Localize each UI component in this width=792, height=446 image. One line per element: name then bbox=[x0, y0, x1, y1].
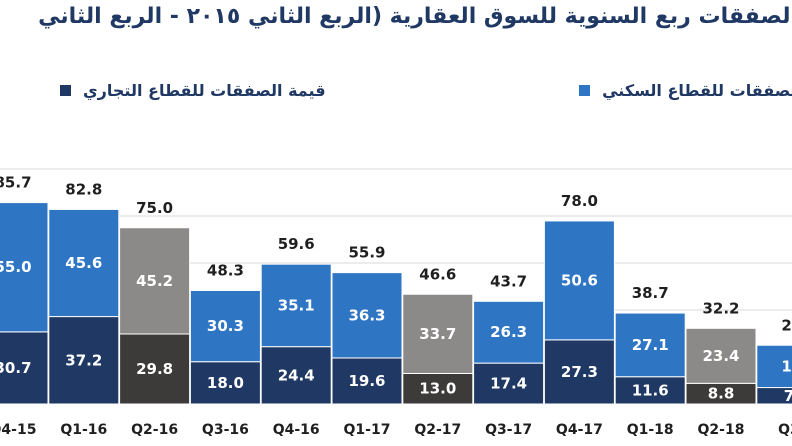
data-label-commercial: 29.8 bbox=[136, 360, 173, 378]
x-tick-label: Q2-17 bbox=[414, 422, 461, 438]
data-label-residential: 23.4 bbox=[702, 347, 739, 365]
bar-residential bbox=[189, 289, 261, 363]
bar-commercial bbox=[402, 372, 474, 405]
bar-residential bbox=[543, 220, 615, 341]
data-label-residential: 36.3 bbox=[348, 306, 385, 324]
legend-commercial: قيمة الصفقات للقطاع التجاري bbox=[60, 78, 326, 102]
bar-commercial bbox=[119, 333, 191, 405]
x-tick-label: Q1-16 bbox=[60, 422, 107, 438]
data-label-residential: 45.6 bbox=[65, 254, 102, 272]
data-label-commercial: 8.8 bbox=[708, 385, 735, 403]
bar-residential bbox=[0, 202, 49, 333]
data-label-commercial: 7. bbox=[784, 387, 792, 405]
data-label-total: 78.0 bbox=[561, 192, 598, 210]
data-label-residential: 27.1 bbox=[632, 336, 669, 354]
data-label-total: 85.7 bbox=[0, 174, 32, 192]
data-label-total: 82.8 bbox=[65, 180, 102, 198]
data-label-total: 43.7 bbox=[490, 272, 527, 290]
data-label-residential: 35.1 bbox=[278, 296, 315, 314]
x-tick-label: Q3- bbox=[778, 422, 792, 438]
bar-commercial bbox=[331, 357, 403, 405]
bar-residential bbox=[260, 263, 332, 348]
x-tick-label: Q4-16 bbox=[273, 422, 320, 438]
legend-residential-label: الصفقات للقطاع السكني bbox=[602, 80, 792, 100]
data-label-total: 32.2 bbox=[702, 299, 739, 317]
bar-residential bbox=[473, 300, 545, 364]
chart-title: الصفقات ربع السنوية للسوق العقارية (الرب… bbox=[38, 4, 792, 29]
data-label-commercial: 11.6 bbox=[632, 381, 669, 399]
data-label-commercial: 30.7 bbox=[0, 359, 32, 377]
x-tick-label: Q3-16 bbox=[202, 422, 249, 438]
legend-residential-swatch bbox=[579, 84, 591, 96]
x-tick-label: Q1-18 bbox=[627, 422, 674, 438]
bar-commercial bbox=[48, 316, 120, 405]
data-label-commercial: 27.3 bbox=[561, 363, 598, 381]
data-label-total: 59.6 bbox=[278, 235, 315, 253]
bar-residential bbox=[48, 208, 120, 318]
x-tick-label: Q2-16 bbox=[131, 422, 178, 438]
bar-residential bbox=[614, 312, 686, 378]
bar-commercial bbox=[473, 362, 545, 405]
legend-commercial-swatch bbox=[60, 84, 71, 96]
legend-residential: الصفقات للقطاع السكني bbox=[579, 78, 792, 102]
data-label-residential: 50.6 bbox=[561, 271, 598, 289]
legend-commercial-label: قيمة الصفقات للقطاع التجاري bbox=[83, 80, 326, 100]
data-label-total: 38.7 bbox=[632, 284, 669, 302]
data-label-commercial: 13.0 bbox=[419, 380, 456, 398]
data-label-residential: 33.7 bbox=[419, 325, 456, 343]
x-tick-label: Q1-17 bbox=[344, 422, 391, 438]
bar-commercial bbox=[614, 376, 686, 405]
x-tick-label: Q3-17 bbox=[485, 422, 532, 438]
data-label-total: 48.3 bbox=[207, 261, 244, 279]
bar-commercial bbox=[189, 361, 261, 405]
data-label-residential: 30.3 bbox=[207, 317, 244, 335]
data-label-total: 75.0 bbox=[136, 199, 173, 217]
data-label-commercial: 24.4 bbox=[278, 366, 315, 384]
x-tick-label: Q4-17 bbox=[556, 422, 603, 438]
data-label-total: 46.6 bbox=[419, 265, 456, 283]
bar-commercial bbox=[543, 339, 615, 405]
bar-residential bbox=[119, 227, 191, 335]
bar-commercial bbox=[260, 346, 332, 405]
data-label-commercial: 19.6 bbox=[348, 372, 385, 390]
bar-residential bbox=[331, 272, 403, 359]
bar-commercial bbox=[0, 331, 49, 405]
data-label-total: 55.9 bbox=[348, 244, 385, 262]
data-label-commercial: 18.0 bbox=[207, 374, 244, 392]
x-tick-label: Q4-15 bbox=[0, 422, 36, 438]
bar-residential bbox=[685, 327, 757, 384]
data-label-commercial: 37.2 bbox=[65, 351, 102, 369]
data-label-residential: 18 bbox=[781, 357, 792, 375]
x-tick-label: Q2-18 bbox=[698, 422, 745, 438]
data-label-residential: 45.2 bbox=[136, 272, 173, 290]
data-label-commercial: 17.4 bbox=[490, 375, 527, 393]
data-label-total: 25 bbox=[781, 316, 792, 334]
data-label-residential: 26.3 bbox=[490, 323, 527, 341]
bar-residential bbox=[402, 293, 474, 374]
data-label-residential: 55.0 bbox=[0, 258, 32, 276]
